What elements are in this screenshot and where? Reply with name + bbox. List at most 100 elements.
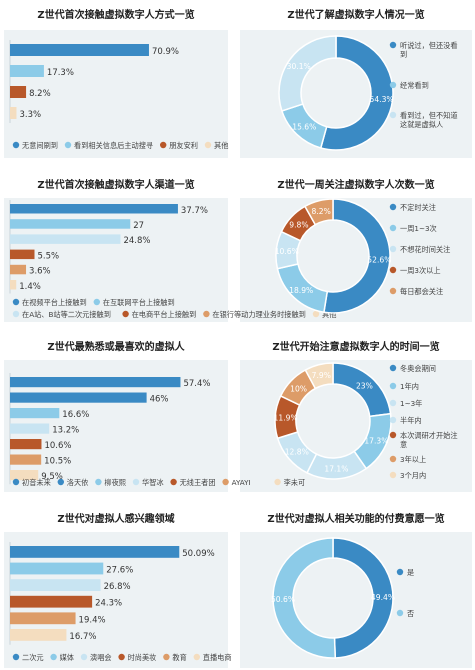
legend-label: 二次元 bbox=[22, 653, 44, 662]
bar-panel bbox=[4, 198, 228, 322]
bar bbox=[10, 629, 67, 641]
legend-swatch bbox=[163, 653, 170, 661]
bar bbox=[10, 86, 27, 98]
legend-label: 在互联网平台上接触到 bbox=[103, 298, 175, 307]
slice-value-label: 15.6% bbox=[292, 122, 316, 131]
legend-label: 无线王者团 bbox=[180, 478, 216, 487]
legend-label: 冬奥会期间 bbox=[400, 364, 436, 373]
bar bbox=[10, 44, 149, 56]
section-3: Z世代最熟悉或最喜欢的虚拟人 Z世代开始注意虚拟数字人的时间一览 57.4% 46% 1… bbox=[4, 340, 472, 492]
bar-legend: 二次元 媒体 演唱会 时尚美妆 教育 直播电商 bbox=[12, 653, 232, 662]
legend-label: 演唱会 bbox=[90, 653, 112, 662]
legend-label: 李未可 bbox=[284, 478, 306, 487]
bar-value-label: 24.3% bbox=[95, 599, 122, 609]
legend-label-line: 到 bbox=[400, 50, 407, 59]
bar-chart-title: Z世代首次接触虚拟数字人方式一览 bbox=[37, 8, 194, 21]
legend-swatch bbox=[204, 141, 212, 149]
slice-value-label: 11.9% bbox=[274, 414, 298, 423]
legend-swatch bbox=[389, 111, 397, 119]
legend-swatch bbox=[222, 478, 229, 486]
bar-value-label: 10.5% bbox=[44, 457, 71, 467]
legend-label: 教育 bbox=[172, 653, 186, 662]
bar-value-label: 57.4% bbox=[183, 379, 210, 389]
bar-value-label: 16.6% bbox=[62, 410, 89, 420]
bar-value-label: 9.5% bbox=[41, 472, 63, 482]
legend-swatch bbox=[132, 478, 140, 486]
bar-value-label: 16.7% bbox=[69, 632, 96, 642]
legend-label: 在A站、B站等二次元接触到 bbox=[22, 310, 111, 319]
donut: 49.4% 50.6% bbox=[271, 537, 395, 659]
legend-swatch bbox=[12, 478, 20, 486]
legend-swatch bbox=[12, 653, 20, 661]
section-1: Z世代首次接触虚拟数字人方式一览 Z世代了解虚拟数字人情况一览 70.9% 17.3%… bbox=[4, 8, 472, 158]
bar bbox=[10, 408, 60, 419]
bar-value-label: 26.8% bbox=[104, 582, 131, 592]
slice-value-label: 54.3% bbox=[370, 95, 394, 104]
donut-slice bbox=[304, 362, 334, 390]
legend-swatch bbox=[389, 266, 397, 274]
bar bbox=[10, 280, 17, 290]
legend-swatch bbox=[12, 141, 20, 149]
legend-label: 3年以上 bbox=[400, 455, 426, 464]
legend-swatch bbox=[389, 224, 397, 232]
bar bbox=[10, 612, 76, 625]
legend-swatch bbox=[274, 478, 281, 486]
bar-value-label: 8.2% bbox=[29, 89, 51, 99]
bar bbox=[10, 546, 180, 558]
donut-slice bbox=[332, 537, 394, 659]
bar bbox=[10, 470, 39, 481]
legend-swatch bbox=[203, 310, 210, 318]
legend-label-line: 这就是虚拟人 bbox=[400, 120, 443, 129]
legend-swatch bbox=[12, 310, 20, 318]
bar-value-label: 19.4% bbox=[79, 615, 106, 625]
donut: 52.6% 18.9% 10.6% 9.8% 8.2% bbox=[275, 198, 391, 314]
legend-swatch bbox=[389, 431, 397, 439]
legend-label: 1~3年 bbox=[400, 399, 422, 408]
bar bbox=[10, 454, 42, 465]
legend-label: 时尚美妆 bbox=[128, 653, 157, 662]
legend-label: 无意间刷到 bbox=[22, 141, 58, 150]
legend-label: 在银行等动力理业务时接触到 bbox=[212, 310, 305, 319]
legend-label-line: 本次调研才开始注 bbox=[400, 431, 458, 440]
legend-swatch bbox=[389, 416, 397, 424]
donut-chart-title: Z世代开始注意虚拟数字人的时间一览 bbox=[272, 340, 439, 353]
bar bbox=[10, 204, 178, 214]
bar-value-label: 24.8% bbox=[123, 236, 150, 246]
legend-swatch bbox=[389, 245, 397, 253]
legend-swatch bbox=[80, 653, 88, 661]
legend-label: 每日都会关注 bbox=[400, 287, 443, 296]
legend-swatch bbox=[389, 382, 397, 390]
slice-value-label: 10.6% bbox=[275, 247, 299, 256]
bar-value-label: 50.09% bbox=[182, 549, 214, 559]
bar-value-label: 3.3% bbox=[19, 110, 41, 120]
bar bbox=[10, 392, 147, 403]
bar bbox=[10, 562, 104, 575]
legend-label: 朋友安利 bbox=[169, 141, 198, 150]
slice-value-label: 12.8% bbox=[285, 448, 309, 457]
legend-label: 初音未来 bbox=[22, 478, 51, 487]
legend-label: 看到过，但不知道这就是虚拟人 bbox=[400, 111, 458, 129]
legend-label: AYAYI bbox=[232, 478, 251, 487]
legend-label-line: 看到过，但不知道 bbox=[400, 111, 458, 120]
legend-swatch bbox=[193, 653, 200, 661]
legend-swatch bbox=[389, 364, 397, 372]
donut-legend: 是否 bbox=[396, 568, 414, 618]
bar-value-label: 13.2% bbox=[52, 426, 79, 436]
bar bbox=[10, 219, 131, 229]
legend-label: 是 bbox=[407, 568, 414, 577]
legend-swatch bbox=[389, 41, 397, 49]
bar bbox=[10, 107, 17, 119]
donut-chart-title: Z世代了解虚拟数字人情况一览 bbox=[287, 8, 424, 21]
bar bbox=[10, 249, 35, 260]
legend-label: 听说过，但还没看到 bbox=[400, 41, 458, 59]
slice-value-label: 17.1% bbox=[324, 464, 348, 473]
slice-value-label: 9.8% bbox=[289, 220, 308, 229]
donut: 23% 17.3% 17.1% 12.8% 11.9% 10% 7.9% bbox=[274, 362, 392, 480]
bar bbox=[10, 595, 93, 608]
donut-slice bbox=[319, 35, 394, 151]
bar-value-label: 1.4% bbox=[19, 282, 41, 292]
bar bbox=[10, 65, 44, 77]
slice-value-label: 17.3% bbox=[364, 436, 388, 445]
bar-chart-title: Z世代最熟悉或最喜欢的虚拟人 bbox=[47, 340, 185, 353]
